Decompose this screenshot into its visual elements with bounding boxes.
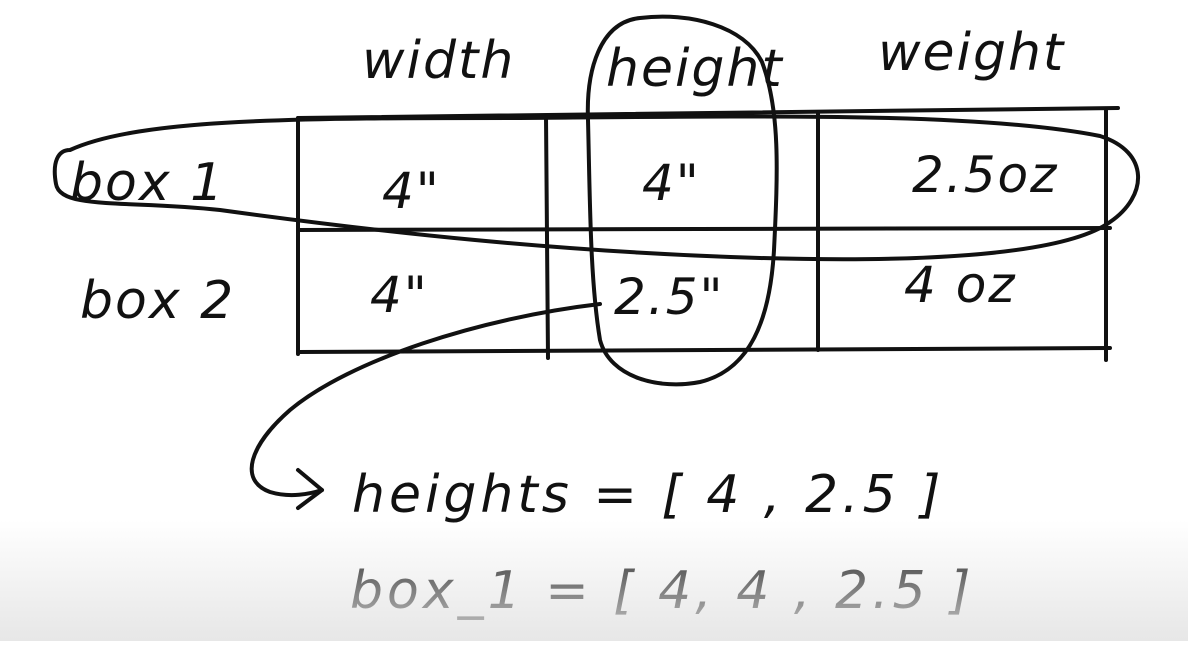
connector-curve [249, 302, 602, 498]
row-highlight-loop [52, 114, 1140, 262]
column-header-width: width [362, 31, 515, 91]
column-header-height: height [606, 39, 784, 99]
formula-heights: heights = [ 4 , 2.5 ] [352, 465, 944, 525]
cell-box1-height: 4" [642, 154, 701, 212]
column-header-weight: weight [878, 23, 1065, 83]
cell-box2-width: 4" [370, 266, 429, 324]
column-highlight-loop [585, 14, 779, 387]
formula-box-1: box_1 = [ 4, 4 , 2.5 ] [350, 561, 974, 621]
row-label-box-2: box 2 [80, 271, 235, 331]
grid-bottom-line [296, 346, 1112, 354]
cell-box2-height: 2.5" [614, 268, 725, 326]
table-grid [296, 106, 1120, 362]
arrow-head-icon [296, 468, 324, 510]
cell-box1-weight: 2.5oz [912, 146, 1058, 204]
grid-divider-1 [544, 114, 550, 360]
grid-middle-line [296, 226, 1112, 232]
cell-box1-width: 4" [382, 162, 441, 220]
cell-box2-weight: 4 oz [904, 256, 1017, 314]
